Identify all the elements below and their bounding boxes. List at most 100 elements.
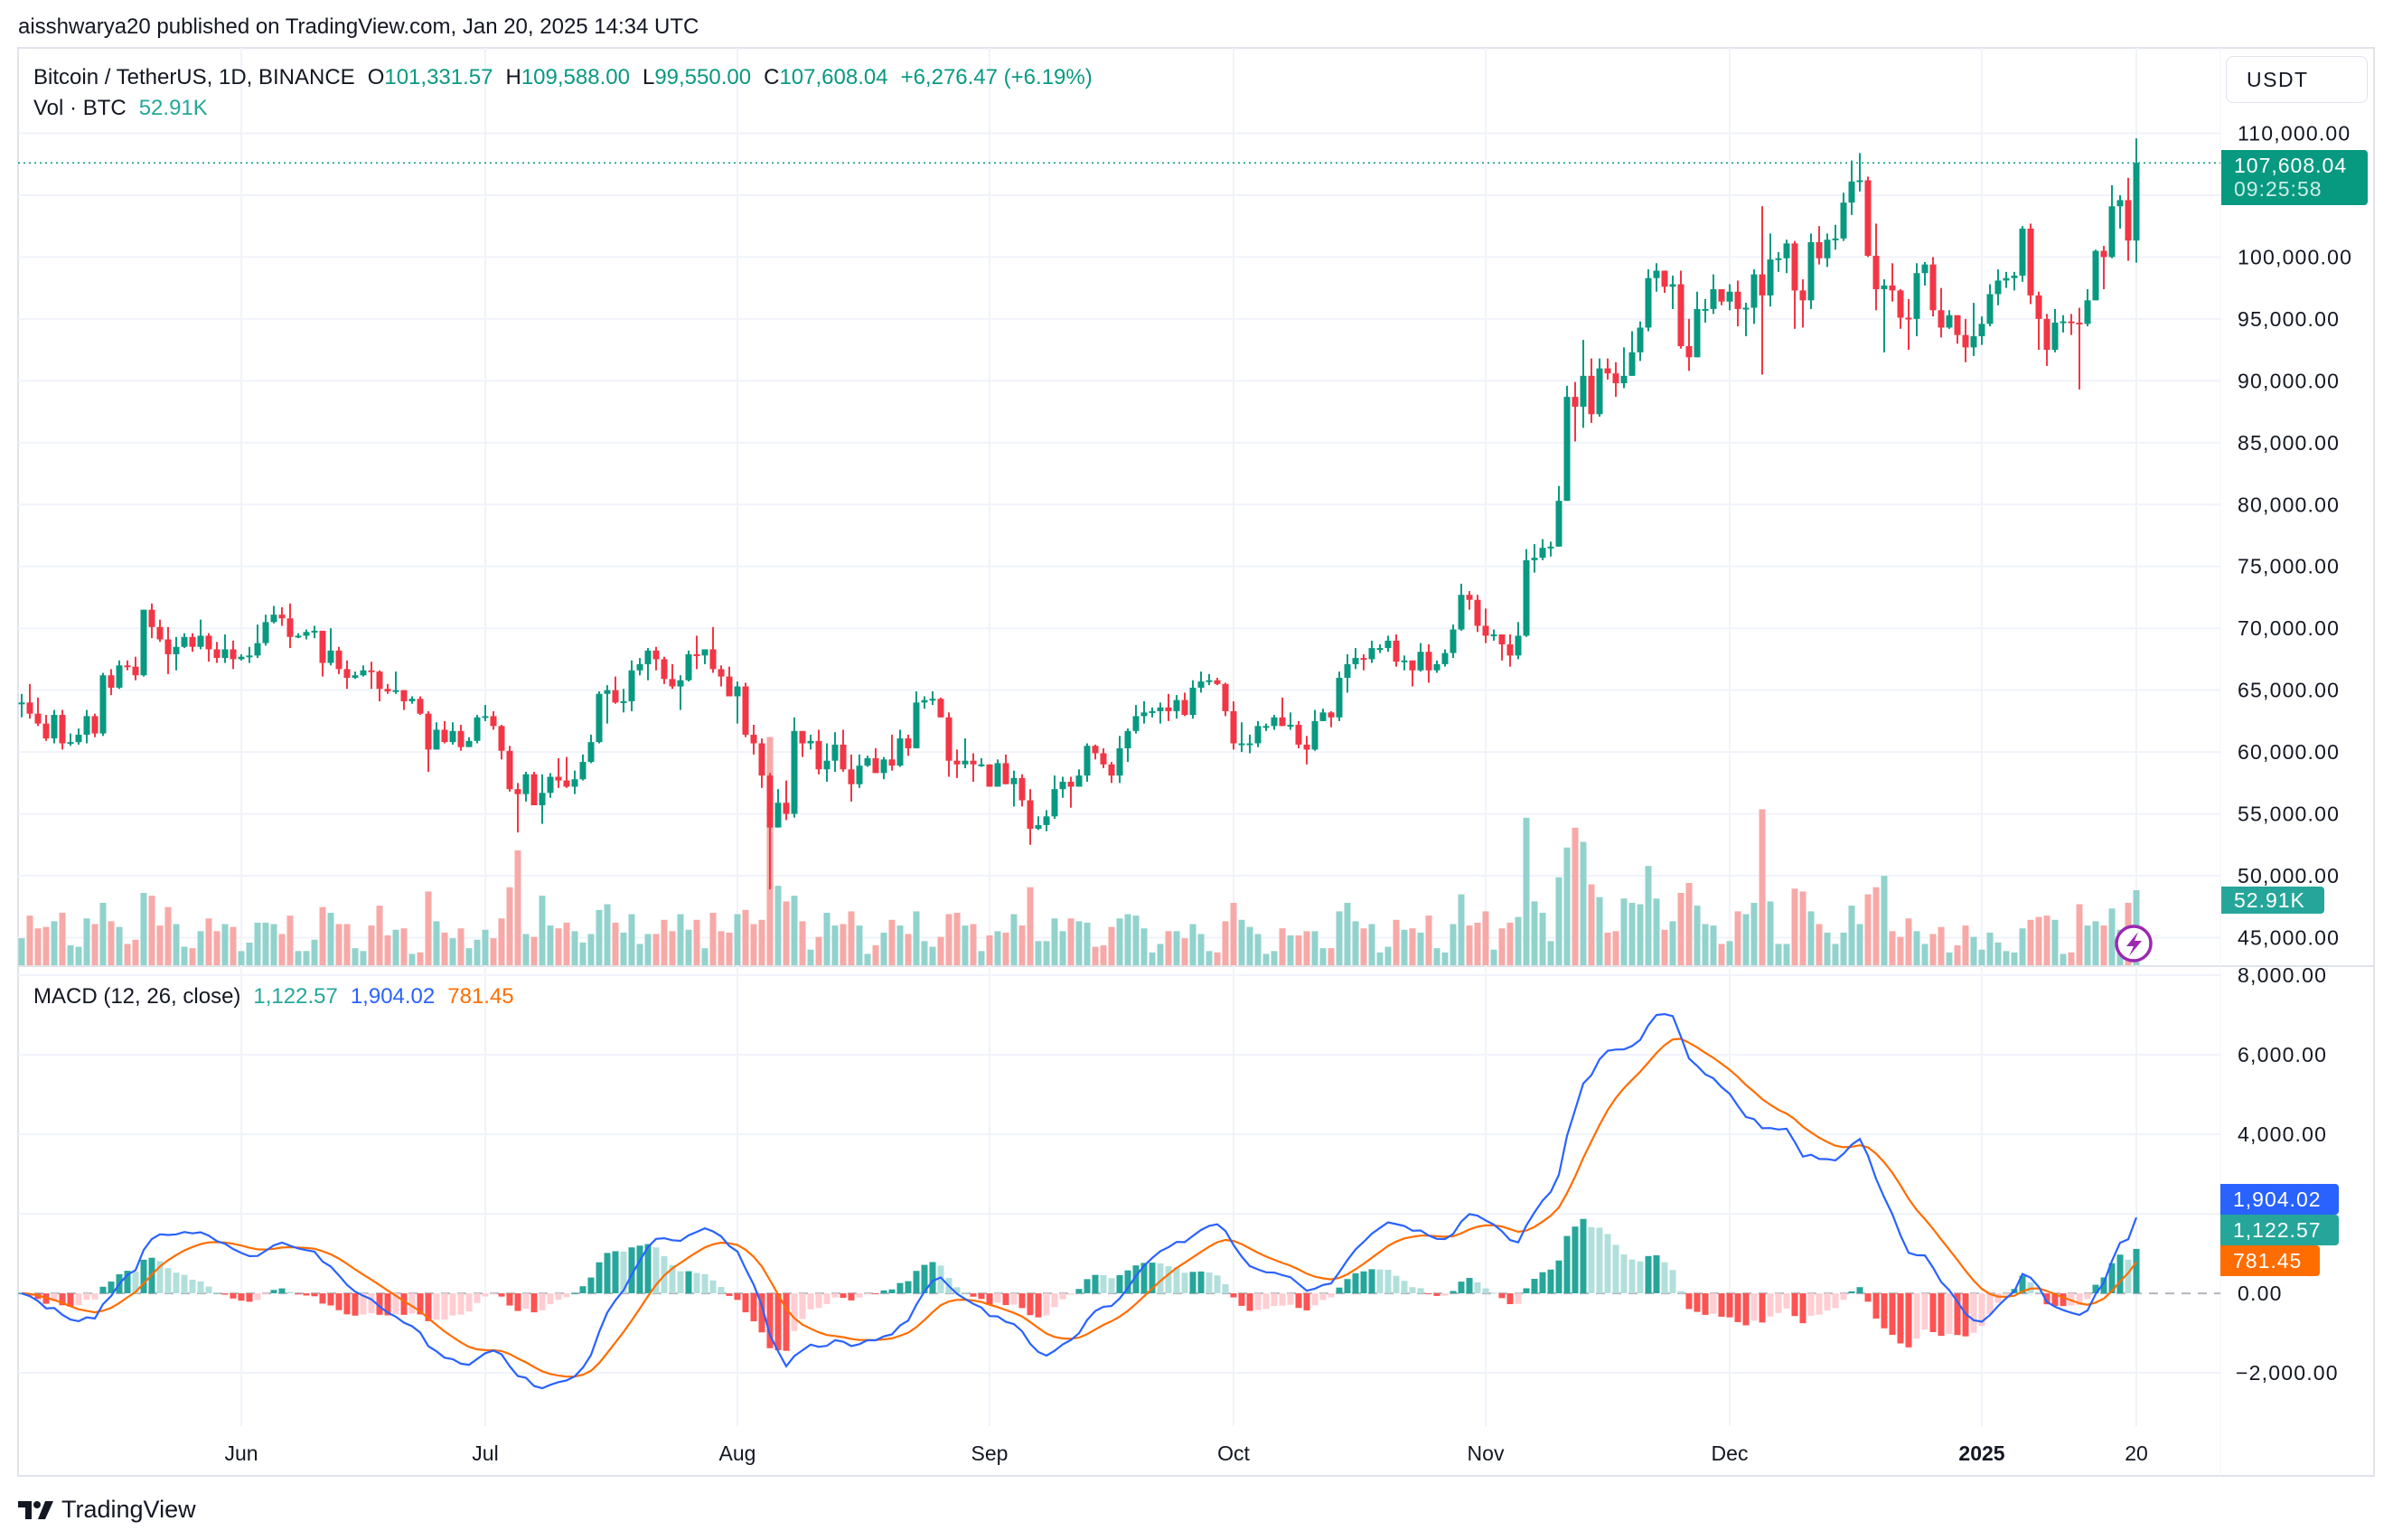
candle xyxy=(1547,541,1554,557)
volume-bar xyxy=(1816,924,1823,965)
candle xyxy=(1084,743,1091,782)
candle xyxy=(1905,298,1912,351)
candle xyxy=(652,646,660,671)
candle xyxy=(1637,321,1644,362)
volume-bar xyxy=(1018,925,1026,965)
volume-bar xyxy=(1466,925,1473,965)
candle-body xyxy=(962,760,969,765)
macd-histogram-bar xyxy=(872,1293,879,1295)
macd-histogram-bar xyxy=(718,1287,725,1294)
tradingview-brand[interactable]: TradingView xyxy=(18,1496,196,1524)
macd-histogram-bar xyxy=(1108,1278,1115,1294)
candle xyxy=(815,729,822,775)
candle xyxy=(2092,249,2099,301)
candle-body xyxy=(937,699,944,718)
candle-body xyxy=(1759,274,1766,296)
volume-bar xyxy=(1645,866,1652,965)
candle-body xyxy=(42,723,50,739)
candle xyxy=(1523,549,1530,637)
candle xyxy=(1100,748,1107,768)
volume-bar xyxy=(1954,945,1961,965)
candle-body xyxy=(921,700,928,703)
candle xyxy=(929,691,936,706)
macd-histogram-bar xyxy=(1547,1269,1554,1294)
candle-body xyxy=(1864,180,1872,257)
candle-body xyxy=(1409,660,1416,671)
candle-body xyxy=(758,743,765,776)
candle xyxy=(1653,263,1660,292)
macd-histogram-bar xyxy=(2133,1248,2140,1294)
volume-bar xyxy=(262,922,269,965)
macd-histogram-bar xyxy=(1474,1282,1481,1294)
candle-body xyxy=(774,803,782,828)
volume-bar xyxy=(1677,892,1684,965)
volume-bar xyxy=(718,931,725,965)
volume-bar xyxy=(1515,916,1522,965)
macd-histogram-bar xyxy=(1206,1272,1213,1294)
volume-label[interactable]: Vol · BTC xyxy=(33,96,127,120)
time-axis-label: 20 xyxy=(2125,1441,2148,1465)
macd-histogram-bar xyxy=(864,1293,871,1295)
candle-body xyxy=(1604,368,1611,374)
macd-histogram-bar xyxy=(360,1293,367,1315)
volume-bar xyxy=(1368,924,1375,965)
macd-histogram-bar xyxy=(400,1293,408,1315)
volume-bar xyxy=(335,924,343,965)
volume-bar xyxy=(1490,949,1497,965)
macd-histogram-bar xyxy=(1580,1218,1587,1294)
volume-bar xyxy=(254,922,261,965)
candle-body xyxy=(978,764,985,766)
candle-body xyxy=(164,639,172,654)
candle xyxy=(994,759,1001,787)
candle xyxy=(1946,310,1953,329)
candle-body xyxy=(1116,748,1123,776)
macd-histogram-bar xyxy=(1092,1274,1099,1294)
macd-histogram-bar xyxy=(807,1293,814,1310)
candle xyxy=(1734,280,1741,327)
candle-body xyxy=(1458,595,1465,630)
macd-histogram-bar xyxy=(2043,1293,2050,1305)
candle-body xyxy=(197,635,204,647)
volume-bar xyxy=(303,951,310,965)
macd-histogram-bar xyxy=(774,1293,782,1351)
candle-body xyxy=(1311,720,1318,750)
candle xyxy=(1214,677,1221,686)
candle xyxy=(596,691,603,744)
candle-body xyxy=(1271,717,1278,727)
candle-body xyxy=(67,742,74,745)
macd-histogram-bar xyxy=(270,1290,277,1294)
bar-countdown: 09:25:58 xyxy=(2234,177,2323,201)
candle-body xyxy=(360,670,367,676)
last-price-value: 107,608.04 xyxy=(2234,154,2348,177)
candle xyxy=(1791,240,1798,329)
volume-bar xyxy=(1393,919,1400,965)
volume-bar xyxy=(1149,952,1156,965)
macd-histogram-bar xyxy=(1352,1272,1359,1294)
candle-body xyxy=(1474,599,1481,626)
macd-histogram-bar xyxy=(1710,1293,1717,1314)
candle xyxy=(620,689,627,713)
macd-histogram-bar xyxy=(1799,1293,1806,1324)
volume-bar xyxy=(148,896,155,965)
currency-button[interactable]: USDT xyxy=(2226,56,2368,103)
macd-histogram-bar xyxy=(392,1293,399,1315)
histogram-value: 1,122.57 xyxy=(253,984,338,1009)
macd-histogram-bar xyxy=(1986,1293,1994,1315)
macd-histogram-bar xyxy=(506,1293,513,1306)
macd-axis-label: 4,000.00 xyxy=(2238,1122,2327,1146)
macd-histogram-bar xyxy=(1018,1293,1026,1309)
candle xyxy=(2019,226,2026,282)
macd-label[interactable]: MACD (12, 26, close) xyxy=(33,984,241,1009)
candle xyxy=(270,606,277,624)
symbol-title[interactable]: Bitcoin / TetherUS, 1D, BINANCE xyxy=(33,65,355,89)
candle xyxy=(1149,707,1156,718)
candle xyxy=(1620,347,1628,389)
volume-bar xyxy=(1230,902,1237,965)
candle-body xyxy=(1230,710,1237,744)
candle xyxy=(1051,775,1058,820)
lightning-icon[interactable] xyxy=(2115,925,2153,963)
volume-bar xyxy=(596,909,603,965)
macd-histogram-bar xyxy=(888,1289,896,1294)
volume-bar xyxy=(1238,919,1245,965)
